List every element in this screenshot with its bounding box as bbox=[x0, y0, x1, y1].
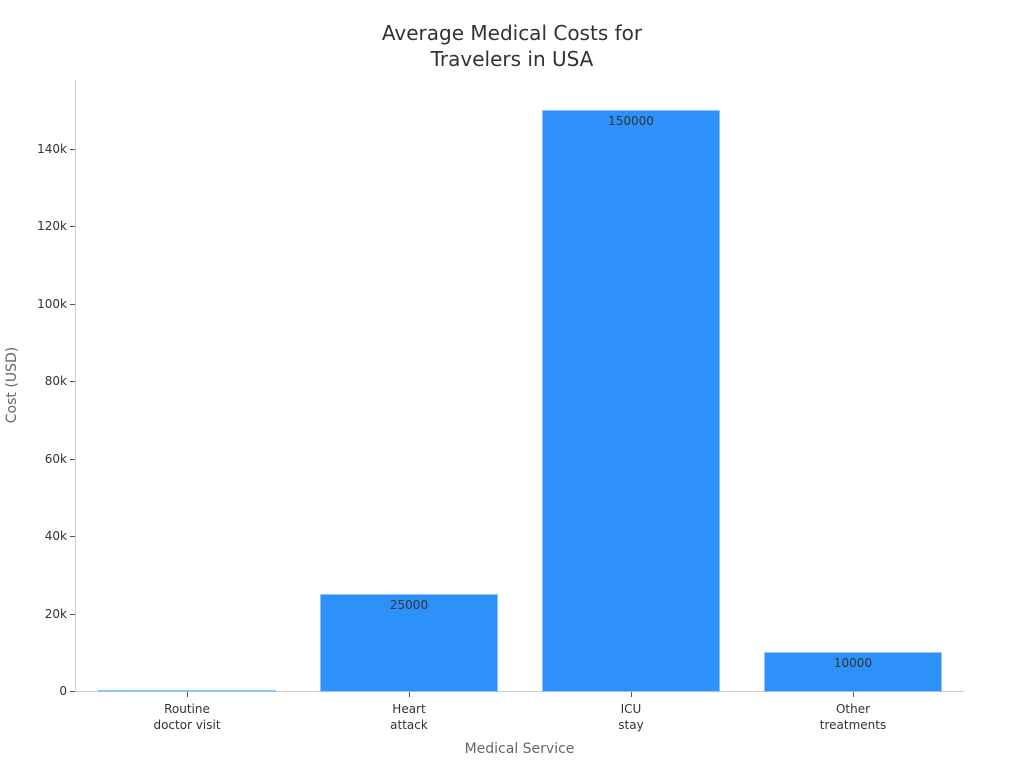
y-tick-mark bbox=[70, 536, 75, 538]
y-tick-mark bbox=[70, 149, 75, 150]
bar-routine-doctor-visit[interactable] bbox=[98, 689, 276, 692]
y-tick: 140k bbox=[0, 142, 75, 156]
y-tick: 100k bbox=[0, 297, 75, 311]
x-tick-mark bbox=[853, 692, 854, 697]
y-tick: 20k bbox=[0, 607, 75, 621]
x-tick-label: Routine doctor visit bbox=[107, 701, 267, 733]
y-tick-label: 60k bbox=[44, 451, 67, 466]
y-tick-mark bbox=[70, 226, 75, 228]
x-tick-label-line: stay bbox=[618, 718, 644, 732]
x-tick-label: Other treatments bbox=[773, 701, 933, 733]
chart-title: Average Medical Costs for Travelers in U… bbox=[0, 20, 1024, 72]
x-tick-label: ICU stay bbox=[551, 701, 711, 733]
x-tick-mark bbox=[631, 692, 632, 697]
y-tick-mark bbox=[70, 458, 75, 460]
chart-title-line-2: Travelers in USA bbox=[430, 47, 594, 71]
y-tick-label: 100k bbox=[37, 296, 67, 311]
x-axis-line bbox=[75, 691, 964, 692]
y-tick-label: 0 bbox=[59, 684, 67, 698]
x-tick-mark bbox=[187, 692, 188, 697]
y-tick-mark bbox=[70, 691, 75, 692]
bar-other-treatments[interactable] bbox=[764, 652, 942, 692]
y-tick-mark bbox=[70, 381, 75, 383]
y-tick-label: 80k bbox=[44, 374, 67, 389]
y-tick-label: 20k bbox=[44, 606, 67, 621]
y-tick: 80k bbox=[0, 374, 75, 388]
x-tick-label-line: treatments bbox=[819, 718, 887, 732]
x-axis-label: Medical Service bbox=[464, 741, 575, 757]
y-tick: 40k bbox=[0, 529, 75, 543]
y-tick: 60k bbox=[0, 452, 75, 466]
x-tick-label-line: attack bbox=[390, 718, 428, 732]
chart-title-line-1: Average Medical Costs for bbox=[381, 21, 643, 45]
x-tick-label-line: Other bbox=[835, 702, 871, 716]
y-tick-label: 140k bbox=[37, 142, 67, 156]
bar-value-label: 25000 bbox=[389, 598, 429, 613]
y-tick: 0 bbox=[0, 684, 75, 698]
bar-heart-attack[interactable] bbox=[320, 594, 498, 692]
x-tick-label-line: Heart bbox=[392, 702, 426, 716]
y-tick-label: 120k bbox=[37, 219, 67, 234]
y-tick-mark bbox=[70, 303, 75, 305]
y-tick-mark bbox=[70, 613, 75, 615]
y-tick: 120k bbox=[0, 219, 75, 233]
x-tick-mark bbox=[409, 692, 410, 697]
bar-value-label: 10000 bbox=[833, 656, 873, 671]
x-tick-label-line: doctor visit bbox=[153, 718, 221, 732]
x-tick-label-line: Routine bbox=[164, 702, 210, 716]
bar-value-label: 150000 bbox=[608, 114, 654, 129]
x-tick-label: Heart attack bbox=[329, 701, 489, 733]
x-tick-label-line: ICU bbox=[620, 702, 642, 716]
y-tick-label: 40k bbox=[44, 529, 67, 544]
bar-icu-stay[interactable] bbox=[542, 110, 720, 692]
y-axis-line bbox=[75, 80, 76, 692]
